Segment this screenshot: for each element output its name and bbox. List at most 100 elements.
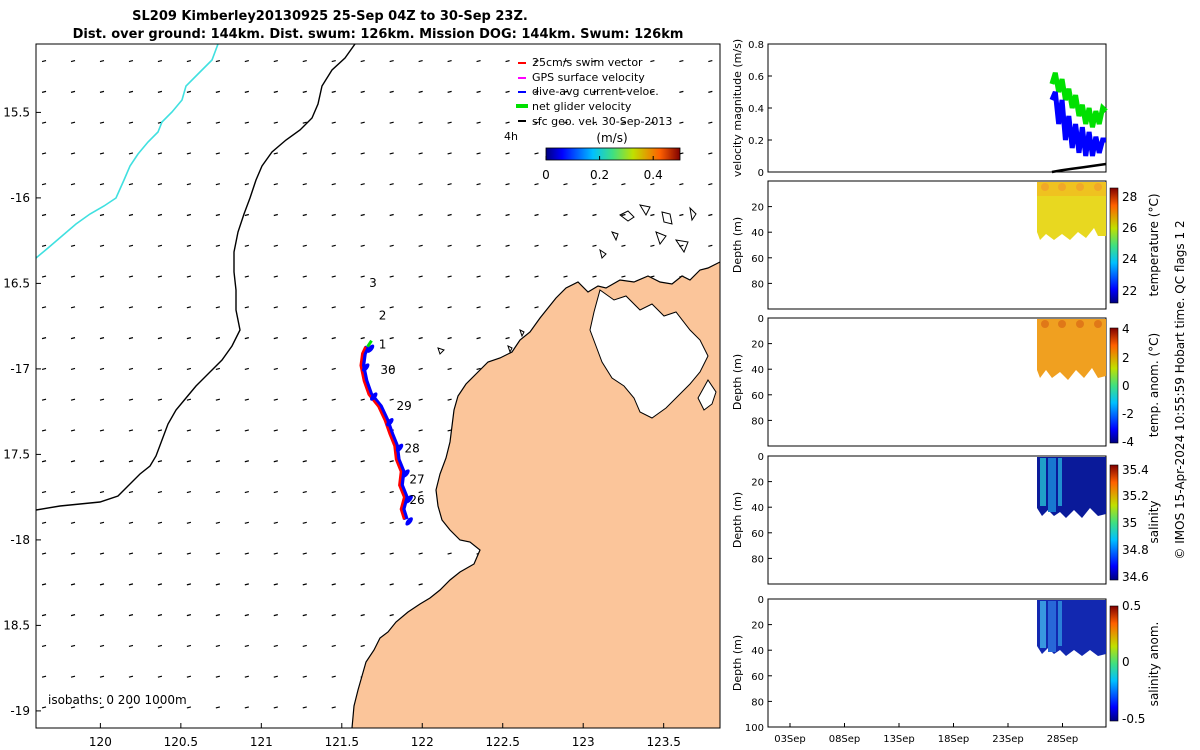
surface-vector (302, 706, 307, 709)
x-tick-label: 122 (411, 735, 434, 749)
surface-vector (157, 583, 163, 586)
surface-vector (186, 90, 192, 93)
surface-vector (215, 90, 221, 93)
surface-vector (186, 213, 192, 217)
surface-vector (621, 183, 626, 186)
surface-vector (708, 60, 713, 63)
temp-anom-field (1037, 319, 1106, 380)
surface-vector (273, 583, 278, 586)
surface-vector (621, 244, 626, 247)
surface-vector (215, 460, 221, 463)
current-vector (366, 344, 375, 353)
surface-vector (41, 90, 47, 93)
surface-vector (360, 398, 365, 401)
depth-tick-label: 80 (751, 416, 764, 427)
temp-anom-cbar-tick: -4 (1122, 435, 1134, 449)
surface-vector (41, 644, 47, 648)
inlet (697, 379, 717, 411)
salinity-anomaly-panel: 0.5 0 -0.5 salinity anom. Depth (m) 0 20 4… (731, 595, 1161, 745)
legend-sfc: sfc geo. vel. 30-Sep-2013 (532, 115, 672, 128)
surface-vector (331, 213, 336, 217)
day-label: 3 (369, 276, 377, 290)
surface-vector (157, 306, 163, 309)
surface-vector (273, 706, 278, 709)
velocity-panel: 0 0.2 0.4 0.6 0.8 velocity magnitude (m/s) (731, 39, 1108, 179)
surface-vector (534, 90, 539, 93)
surface-vector (650, 244, 655, 247)
surface-vector (331, 244, 336, 247)
time-tick-label: 23Sep (992, 734, 1024, 745)
surface-vector (99, 244, 105, 247)
surface-vector (70, 244, 76, 247)
surface-vector (157, 614, 163, 617)
surface-vector (621, 275, 626, 278)
surface-vector (534, 60, 539, 63)
surface-vector (331, 521, 336, 524)
surface-vector (534, 275, 539, 278)
surface-vector (360, 244, 365, 247)
surface-vector (418, 337, 423, 340)
surface-vector (70, 183, 76, 186)
surface-vector (302, 398, 307, 401)
x-tick-label: 123 (572, 735, 595, 749)
surface-vector (215, 614, 221, 617)
day-label: 26 (409, 493, 424, 507)
velocity-series-line (1049, 91, 1106, 157)
surface-vector (360, 275, 365, 278)
velocity-series-line (1049, 72, 1108, 128)
depth-tick-label: 60 (751, 254, 764, 265)
surface-vector (99, 614, 105, 617)
surface-vector (331, 306, 336, 309)
velocity-ylabel: velocity magnitude (m/s) (731, 39, 744, 177)
surface-vector (215, 521, 221, 524)
surface-vector (273, 460, 278, 463)
surface-vector (128, 521, 134, 524)
depth-tick-label: 0 (758, 595, 764, 606)
temp-anom-cbar-tick: 0 (1122, 379, 1130, 393)
surface-vector (302, 152, 307, 155)
depth-tick-label: 40 (751, 503, 764, 514)
surface-vector (331, 614, 336, 617)
depth-tick-label: 80 (751, 554, 764, 565)
surface-vector (215, 552, 221, 555)
surface-vector (389, 552, 394, 555)
surface-vector (447, 552, 452, 555)
surface-vector (621, 90, 626, 93)
surface-vector (418, 398, 423, 401)
velocity-y-axis: 0 0.2 0.4 0.6 0.8 (748, 40, 772, 179)
surface-vector (186, 521, 192, 524)
depth-tick-label: 60 (751, 529, 764, 540)
surface-vector (592, 90, 597, 93)
surface-vector (41, 183, 47, 186)
coastline (351, 261, 720, 728)
surface-vector (650, 213, 655, 217)
day-label: 29 (397, 399, 412, 413)
surface-vector (128, 706, 134, 709)
surface-vector (41, 614, 47, 617)
surface-vector (302, 614, 307, 617)
surface-vector (70, 275, 76, 278)
depth-tick-label: 20 (751, 340, 764, 351)
surface-vector (273, 121, 278, 124)
y-tick-label: -17 (10, 362, 30, 376)
surface-vector (302, 213, 307, 217)
surface-vector (331, 583, 336, 586)
colorbar-tick-label: 0.4 (644, 168, 663, 182)
y-tick-label: 15.5 (3, 105, 30, 119)
surface-vector (331, 367, 336, 370)
surface-vector (70, 490, 76, 494)
footer-credit: © IMOS 15-Apr-2024 10:55:59 Hobart time.… (1173, 220, 1187, 559)
surface-vector (418, 583, 423, 586)
surface-vector (157, 675, 163, 678)
surface-vector (389, 460, 394, 463)
surface-vector (418, 552, 423, 555)
surface-vector (708, 244, 713, 247)
depth-tick-label: 60 (751, 672, 764, 683)
surface-vector (70, 583, 76, 586)
surface-vector (331, 121, 336, 124)
x-tick-label: 123.5 (646, 735, 680, 749)
depth-tick-label: 40 (751, 228, 764, 239)
surface-vector (273, 644, 278, 648)
surface-vector (389, 521, 394, 524)
surface-vector (563, 60, 568, 63)
